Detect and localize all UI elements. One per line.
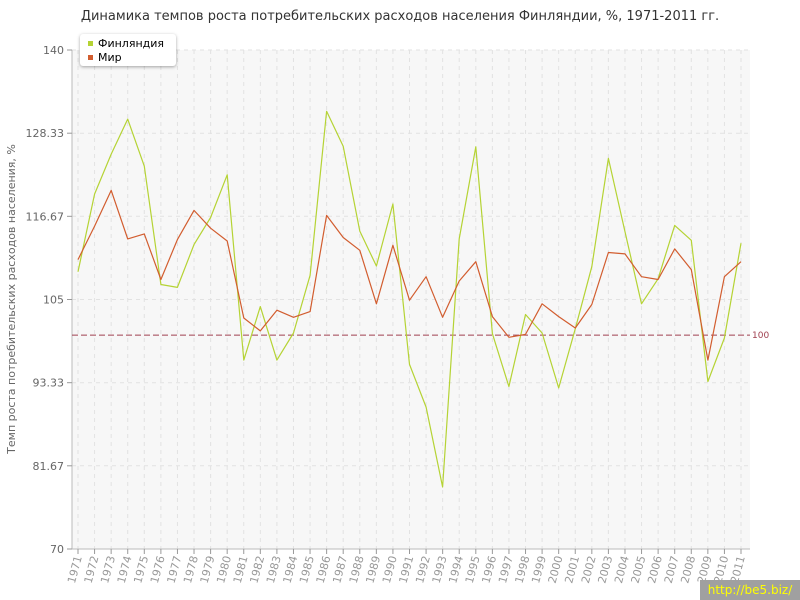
legend-swatch-finland — [88, 41, 93, 46]
legend-label-finland: Финляндия — [98, 37, 165, 50]
y-axis-label: Темп роста потребительских расходов насе… — [5, 144, 18, 455]
legend: Финляндия Мир — [80, 34, 176, 66]
y-tick-label: 140 — [43, 44, 64, 57]
x-ticks: 1971197219731974197519761977197819791980… — [65, 549, 748, 585]
y-tick-label: 70 — [50, 543, 64, 556]
watermark-link[interactable]: http://be5.biz/ — [700, 580, 800, 600]
reference-line-group: 100 — [72, 331, 769, 341]
y-tick-label: 81.67 — [33, 460, 65, 473]
y-ticks: 140 128.33 116.67 105 93.33 81.67 70 — [26, 44, 72, 556]
grid — [72, 49, 750, 549]
y-tick-label: 116.67 — [26, 210, 65, 223]
y-tick-label: 93.33 — [33, 377, 65, 390]
legend-swatch-world — [88, 55, 93, 60]
series-group — [77, 110, 742, 488]
series-line-world — [77, 189, 742, 361]
reference-line-label: 100 — [752, 331, 769, 341]
series-line-finland — [77, 110, 742, 488]
chart-title: Динамика темпов роста потребительских ра… — [80, 9, 720, 24]
y-tick-label: 128.33 — [26, 127, 65, 140]
y-tick-label: 105 — [43, 294, 64, 307]
legend-label-world: Мир — [98, 51, 122, 64]
